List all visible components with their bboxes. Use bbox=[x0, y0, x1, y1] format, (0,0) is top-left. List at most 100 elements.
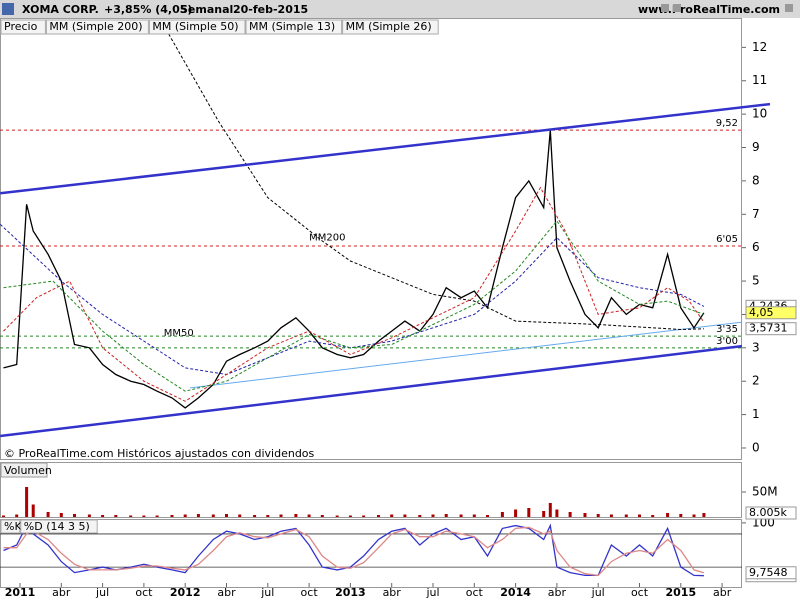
bar bbox=[444, 514, 448, 517]
bar bbox=[548, 503, 552, 517]
y-tick-label: 12 bbox=[752, 40, 767, 54]
x-tick-label: oct bbox=[301, 586, 319, 599]
window-button[interactable] bbox=[673, 4, 681, 12]
legend-label: %D (14 3 5) bbox=[24, 520, 90, 533]
change: +3,85% (4,05) bbox=[104, 3, 192, 16]
legend-box bbox=[245, 19, 343, 35]
bar bbox=[294, 514, 298, 517]
price-panel bbox=[0, 18, 742, 460]
bar bbox=[390, 514, 394, 517]
bar bbox=[624, 514, 628, 517]
trendline bbox=[0, 102, 771, 195]
value-marker-label: 4,05 bbox=[749, 306, 774, 319]
bar bbox=[307, 514, 311, 517]
bar bbox=[431, 514, 435, 517]
site: www.ProRealTime.com bbox=[638, 3, 780, 16]
volume-title: Volumen bbox=[4, 464, 52, 477]
value-marker-label: 8.005k bbox=[749, 506, 787, 519]
bar bbox=[376, 515, 380, 517]
y-tick-label: 0 bbox=[752, 440, 760, 454]
bar bbox=[609, 514, 613, 517]
x-tick-label: oct bbox=[466, 586, 484, 599]
bar bbox=[73, 514, 77, 517]
series-line bbox=[3, 526, 705, 577]
bar bbox=[666, 513, 670, 517]
bar bbox=[568, 512, 572, 517]
y-tick-label: 9 bbox=[752, 140, 760, 154]
bar bbox=[679, 514, 683, 517]
legend-label: MM (Simple 13) bbox=[249, 20, 335, 33]
stoch-panel bbox=[0, 519, 742, 588]
y-tick-label: 11 bbox=[752, 73, 767, 87]
legend-label: %K bbox=[4, 520, 22, 533]
date: 20-feb-2015 bbox=[233, 3, 308, 16]
x-tick-label: 2015 bbox=[665, 586, 696, 599]
annotation: MM200 bbox=[309, 233, 345, 244]
bar bbox=[183, 514, 187, 517]
x-tick-label: 2011 bbox=[5, 586, 36, 599]
bar bbox=[702, 512, 706, 517]
plot-area bbox=[0, 523, 742, 577]
bar bbox=[87, 514, 91, 517]
value-marker-label: 3,5731 bbox=[749, 322, 788, 335]
bar bbox=[486, 515, 490, 517]
volume-panel bbox=[0, 462, 742, 518]
panel-label-box bbox=[0, 462, 48, 478]
y-tick-label: 10 bbox=[752, 107, 767, 121]
bar bbox=[253, 515, 257, 517]
bar bbox=[15, 514, 19, 517]
x-tick-label: 2013 bbox=[335, 586, 366, 599]
bar bbox=[335, 515, 339, 517]
bar bbox=[31, 504, 35, 517]
y-tick-label: 1 bbox=[752, 407, 760, 421]
bar bbox=[225, 514, 228, 517]
bar bbox=[211, 514, 215, 517]
y-tick-label: 6 bbox=[752, 240, 760, 254]
series-line bbox=[3, 523, 704, 577]
bar bbox=[651, 515, 655, 517]
y-tick-label: 50M bbox=[752, 485, 778, 499]
bar bbox=[238, 514, 242, 517]
bar bbox=[527, 508, 531, 517]
bar bbox=[46, 512, 50, 517]
bar bbox=[101, 515, 105, 517]
bar bbox=[500, 512, 504, 517]
y-tick-label: 5 bbox=[752, 274, 760, 288]
trendline bbox=[190, 321, 742, 389]
value-marker-label: 9,7548 bbox=[749, 566, 788, 579]
value-marker bbox=[745, 322, 797, 336]
bar bbox=[114, 515, 118, 517]
legend-box bbox=[148, 19, 246, 35]
y-tick-label: 3 bbox=[752, 340, 760, 354]
plot-area bbox=[1, 487, 706, 517]
bar bbox=[155, 515, 159, 517]
bar bbox=[596, 514, 600, 517]
bar bbox=[555, 509, 559, 517]
period: Semanal bbox=[180, 3, 233, 16]
legend-label: MM (Simple 50) bbox=[152, 20, 238, 33]
bar bbox=[472, 514, 476, 517]
x-tick-label: oct bbox=[135, 586, 153, 599]
y-tick-label: 8 bbox=[752, 173, 760, 187]
value-marker bbox=[745, 506, 797, 520]
series-line bbox=[3, 186, 705, 402]
series-line bbox=[3, 130, 705, 409]
bar bbox=[170, 515, 174, 517]
bar bbox=[362, 515, 366, 517]
bar bbox=[129, 515, 133, 517]
window-button[interactable] bbox=[661, 4, 669, 12]
series-line bbox=[3, 220, 705, 392]
legend-box bbox=[342, 19, 439, 35]
legend-label: MM (Simple 200) bbox=[49, 20, 142, 33]
window-button[interactable] bbox=[785, 4, 793, 12]
legend-box bbox=[45, 19, 149, 35]
bar bbox=[320, 515, 324, 517]
bar bbox=[279, 514, 283, 517]
x-tick-label: abr bbox=[713, 586, 732, 599]
bar bbox=[59, 513, 63, 517]
legend-label: MM (Simple 26) bbox=[346, 20, 432, 33]
symbol: XOMA CORP. bbox=[22, 3, 99, 16]
level-label: 3'35 bbox=[716, 324, 738, 335]
bar bbox=[403, 514, 407, 517]
